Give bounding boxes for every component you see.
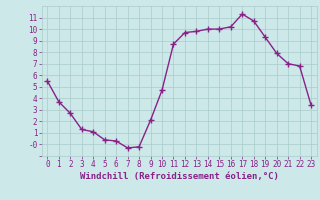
X-axis label: Windchill (Refroidissement éolien,°C): Windchill (Refroidissement éolien,°C) <box>80 172 279 181</box>
